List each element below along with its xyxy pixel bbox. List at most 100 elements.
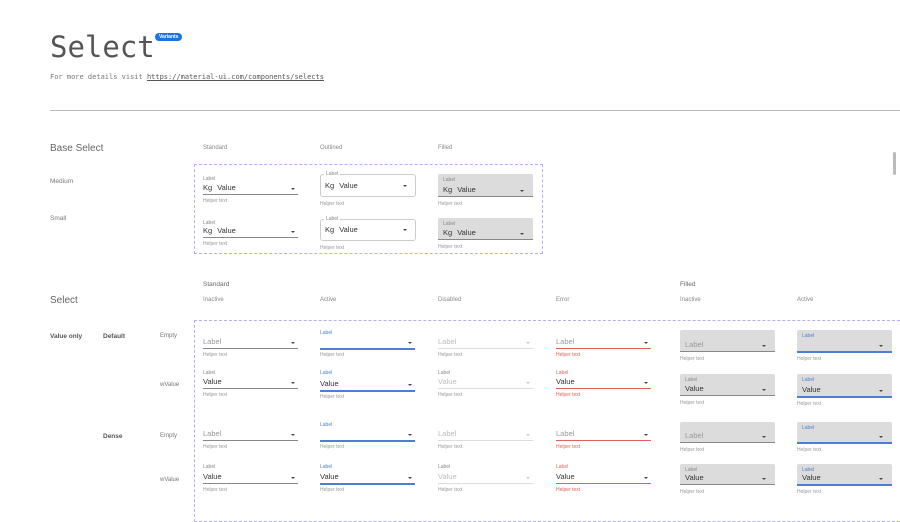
field-label: Label <box>320 464 333 470</box>
value-text: Value <box>457 228 476 237</box>
docs-link[interactable]: https://material-ui.com/components/selec… <box>146 73 324 81</box>
standard-select-inactive[interactable]: Label Value Helper text <box>203 370 298 398</box>
dropdown-arrow-icon[interactable] <box>291 434 295 436</box>
field-label: Label <box>203 176 216 182</box>
underline <box>797 396 892 398</box>
filled-select-inactive[interactable]: Label Value Helper text <box>680 374 775 406</box>
filled-select-inactive[interactable]: Label Kg Value Helper text <box>438 174 533 207</box>
standard-select-inactive[interactable]: Label Kg Value Helper text <box>203 220 298 247</box>
standard-select-active[interactable]: Label Helper text <box>320 330 415 358</box>
outlined-select-inactive[interactable]: Label Kg Value Helper text <box>320 216 416 251</box>
standard-select-error[interactable]: Label Helper text <box>556 330 651 358</box>
filled-select-active[interactable]: Label Value Helper text <box>797 374 892 407</box>
dropdown-arrow-icon[interactable] <box>408 477 412 479</box>
helper-text: Helper text <box>797 356 822 362</box>
underline <box>438 388 533 389</box>
filled-select-active[interactable]: Label Value Helper text <box>797 464 892 495</box>
dropdown-arrow-icon[interactable] <box>520 233 524 235</box>
filled-select-inactive[interactable]: Label Helper text <box>680 422 775 453</box>
filled-select-active[interactable]: Label Helper text <box>797 330 892 362</box>
field-value: Label <box>685 431 703 440</box>
scrollbar[interactable] <box>893 152 896 175</box>
field-box <box>438 218 533 240</box>
field-label: Label <box>324 216 341 222</box>
field-box <box>320 174 416 197</box>
field-value: Value <box>556 472 575 481</box>
underline <box>320 483 415 485</box>
placeholder-label: Label <box>203 429 222 438</box>
dropdown-arrow-icon[interactable] <box>762 478 766 480</box>
dropdown-arrow-icon[interactable] <box>520 190 524 192</box>
dropdown-arrow-icon[interactable] <box>879 390 883 392</box>
standard-select-inactive[interactable]: Label Helper text <box>203 330 298 358</box>
dropdown-arrow-icon[interactable] <box>644 477 648 479</box>
dropdown-arrow-icon[interactable] <box>403 185 407 187</box>
filled-select-inactive[interactable]: Label Helper text <box>680 330 775 362</box>
underline <box>797 351 892 353</box>
dropdown-arrow-icon[interactable] <box>291 231 295 233</box>
field-label: Label <box>802 333 815 339</box>
dropdown-arrow-icon[interactable] <box>526 382 530 384</box>
field-value: Value <box>203 472 222 481</box>
dropdown-arrow-icon[interactable] <box>403 229 407 231</box>
row-group-value-only: Value only <box>50 333 83 340</box>
underline <box>556 483 651 484</box>
underline <box>438 348 533 349</box>
outlined-select-inactive[interactable]: Label Kg Value Helper text <box>320 171 416 207</box>
standard-select-active[interactable]: Label Helper text <box>320 422 415 450</box>
col-header-filled-inactive: Inactive <box>680 297 701 303</box>
dropdown-arrow-icon[interactable] <box>291 188 295 190</box>
standard-select-error[interactable]: Label Value Helper text <box>556 370 651 398</box>
dropdown-arrow-icon[interactable] <box>408 434 412 436</box>
field-label: Label <box>320 422 333 428</box>
dropdown-arrow-icon[interactable] <box>644 382 648 384</box>
value-text: Value <box>556 377 575 386</box>
col-header-inactive: Inactive <box>203 297 224 303</box>
underline <box>680 351 775 352</box>
dropdown-arrow-icon[interactable] <box>879 436 883 438</box>
filled-select-inactive[interactable]: Label Kg Value Helper text <box>438 218 533 250</box>
field-label: Label <box>438 464 451 470</box>
dropdown-arrow-icon[interactable] <box>644 434 648 436</box>
dropdown-arrow-icon[interactable] <box>879 478 883 480</box>
dropdown-arrow-icon[interactable] <box>526 434 530 436</box>
standard-select-active[interactable]: Label Value Helper text <box>320 370 415 400</box>
filled-select-inactive[interactable]: Label Value Helper text <box>680 464 775 495</box>
underline <box>556 388 651 389</box>
value-text: Value <box>685 384 704 393</box>
field-value: Value <box>438 472 457 481</box>
dropdown-arrow-icon[interactable] <box>291 477 295 479</box>
dropdown-arrow-icon[interactable] <box>879 345 883 347</box>
dropdown-arrow-icon[interactable] <box>291 382 295 384</box>
placeholder-label: Label <box>556 337 575 346</box>
underline <box>203 483 298 484</box>
dropdown-arrow-icon[interactable] <box>762 345 766 347</box>
intro-label: For more details visit <box>50 73 147 81</box>
standard-select-error[interactable]: Label Helper text <box>556 422 651 450</box>
dropdown-arrow-icon[interactable] <box>526 477 530 479</box>
dropdown-arrow-icon[interactable] <box>408 342 412 344</box>
dropdown-arrow-icon[interactable] <box>762 389 766 391</box>
dropdown-arrow-icon[interactable] <box>408 384 412 386</box>
dropdown-arrow-icon[interactable] <box>762 436 766 438</box>
underline <box>320 440 415 442</box>
row-label-dense-empty: Empty <box>160 433 178 439</box>
standard-select-inactive[interactable]: Label Value Helper text <box>203 464 298 493</box>
dropdown-arrow-icon[interactable] <box>526 342 530 344</box>
field-box <box>680 464 775 485</box>
placeholder-label: Label <box>685 340 704 349</box>
dropdown-arrow-icon[interactable] <box>644 342 648 344</box>
dropdown-arrow-icon[interactable] <box>291 342 295 344</box>
standard-select-inactive[interactable]: Label Helper text <box>203 422 298 450</box>
field-value: Value <box>685 384 704 393</box>
col-header-active: Active <box>320 297 337 303</box>
filled-select-active[interactable]: Label Helper text <box>797 422 892 453</box>
standard-select-inactive[interactable]: Label Kg Value Helper text <box>203 176 298 204</box>
helper-text: Helper text <box>320 201 345 207</box>
helper-text: Helper text <box>680 489 705 495</box>
value-text: Value <box>339 181 358 190</box>
helper-text: Helper text <box>680 356 705 362</box>
standard-select-active[interactable]: Label Value Helper text <box>320 464 415 493</box>
value-text: Value <box>457 185 476 194</box>
standard-select-error[interactable]: Label Value Helper text <box>556 464 651 493</box>
